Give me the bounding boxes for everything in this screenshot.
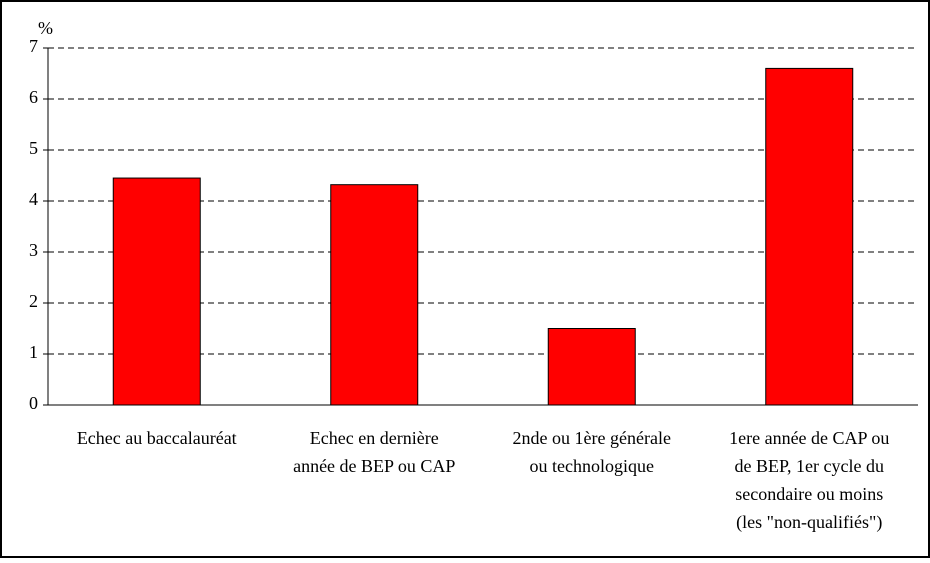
- bar: [765, 67, 854, 406]
- y-tick-label: 7: [29, 36, 38, 56]
- x-tick-label: 1ere année de CAP ou: [729, 428, 889, 448]
- x-tick-label: ou technologique: [530, 456, 654, 476]
- y-tick-label: 3: [29, 240, 38, 260]
- bar: [547, 328, 636, 406]
- y-tick-label: 0: [29, 393, 38, 413]
- x-tick-label: de BEP, 1er cycle du: [735, 456, 884, 476]
- y-tick-label: 4: [29, 189, 38, 209]
- y-tick-label: 5: [29, 138, 38, 158]
- bar: [330, 184, 419, 406]
- x-tick-label: (les "non-qualifiés"): [736, 512, 882, 533]
- bar: [112, 177, 201, 406]
- y-tick-label: 2: [29, 291, 38, 311]
- x-tick-label: année de BEP ou CAP: [293, 456, 455, 476]
- x-tick-label: Echec au baccalauréat: [77, 428, 237, 448]
- x-tick-label: 2nde ou 1ère générale: [513, 428, 671, 448]
- x-tick-label: secondaire ou moins: [735, 484, 883, 504]
- y-axis-label: %: [38, 18, 53, 38]
- y-tick-label: 6: [29, 87, 38, 107]
- x-tick-label: Echec en dernière: [310, 428, 439, 448]
- y-tick-label: 1: [29, 342, 38, 362]
